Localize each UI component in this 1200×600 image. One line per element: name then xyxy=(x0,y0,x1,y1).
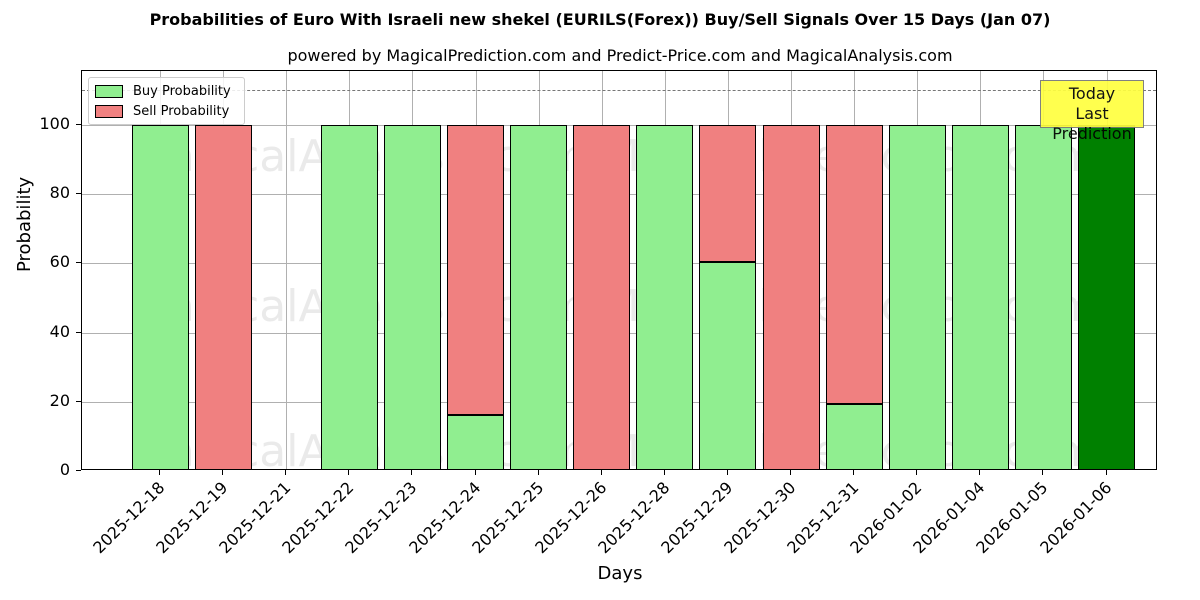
x-tick-mark xyxy=(916,470,918,475)
y-tick-mark xyxy=(76,331,81,333)
x-axis-label: Days xyxy=(597,563,643,584)
plot-area: MagicalAnalysis.comMagicalPrediction.com… xyxy=(81,70,1157,470)
bar-buy xyxy=(320,125,378,469)
bar-sell xyxy=(447,125,504,415)
grid-line-vertical xyxy=(286,71,288,469)
legend: Buy Probability Sell Probability xyxy=(88,77,245,125)
y-tick-mark xyxy=(76,193,81,195)
y-axis-label: Probability xyxy=(14,176,35,272)
annotation-line2: Last Prediction xyxy=(1052,104,1132,143)
y-tick-label: 40 xyxy=(49,321,70,341)
bar-buy xyxy=(636,125,694,469)
bar-sell xyxy=(194,125,252,469)
bar-buy xyxy=(1078,125,1135,469)
legend-label-sell: Sell Probability xyxy=(133,103,230,119)
y-tick-label: 60 xyxy=(49,252,70,272)
x-tick-mark xyxy=(159,470,160,475)
x-tick-mark xyxy=(1042,470,1044,475)
bar-sell xyxy=(825,125,883,404)
y-tick-label: 0 xyxy=(59,460,70,479)
x-tick-mark xyxy=(285,470,287,475)
bar-buy xyxy=(951,125,1009,469)
legend-item-sell: Sell Probability xyxy=(95,103,229,119)
x-tick-mark xyxy=(1105,470,1107,475)
bar-sell xyxy=(699,125,757,263)
reference-line xyxy=(82,90,1156,92)
chart-subtitle: powered by MagicalPrediction.com and Pre… xyxy=(287,46,953,65)
x-tick-mark xyxy=(537,470,539,475)
y-tick-mark xyxy=(76,470,81,471)
x-tick-mark xyxy=(853,470,855,475)
legend-item-buy: Buy Probability xyxy=(95,83,231,99)
x-tick-mark xyxy=(663,470,665,475)
x-tick-mark xyxy=(348,470,350,475)
x-tick-mark xyxy=(222,470,224,475)
bar-buy xyxy=(510,125,568,469)
sell-swatch-icon xyxy=(95,104,123,118)
bar-buy xyxy=(825,403,883,469)
bar-sell xyxy=(573,125,631,469)
bar-sell xyxy=(762,125,820,469)
y-tick-label: 100 xyxy=(39,114,70,133)
buy-swatch-icon xyxy=(95,84,123,98)
bar-buy xyxy=(447,414,504,469)
x-tick-mark xyxy=(411,470,413,475)
bar-buy xyxy=(699,262,757,469)
annotation-line1: Today xyxy=(1068,84,1116,103)
today-annotation: Today Last Prediction xyxy=(1040,80,1144,143)
x-tick-mark xyxy=(726,470,728,475)
x-tick-mark xyxy=(600,470,602,475)
y-tick-label: 20 xyxy=(49,390,70,410)
bar-buy xyxy=(383,125,441,469)
x-tick-mark xyxy=(979,470,981,475)
legend-label-buy: Buy Probability xyxy=(133,83,231,99)
bar-buy xyxy=(131,125,189,469)
y-tick-mark xyxy=(76,400,81,402)
bar-buy xyxy=(888,125,946,469)
x-tick-mark xyxy=(474,470,476,475)
y-tick-label: 80 xyxy=(49,183,70,203)
y-tick-mark xyxy=(76,124,81,125)
chart-title: Probabilities of Euro With Israeli new s… xyxy=(149,10,1051,29)
x-tick-mark xyxy=(790,470,791,475)
y-tick-mark xyxy=(76,262,81,264)
bar-buy xyxy=(1014,125,1072,469)
